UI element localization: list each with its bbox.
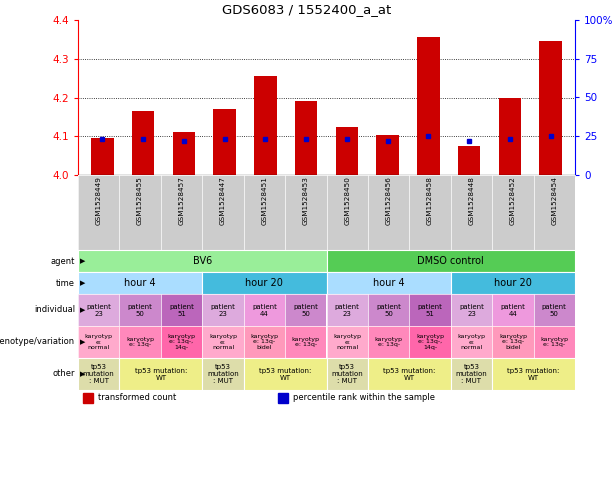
Text: karyotyp
e:
normal: karyotyp e: normal (85, 334, 113, 350)
Text: other: other (53, 369, 75, 379)
Text: GSM1528457: GSM1528457 (178, 176, 185, 226)
Bar (213, 109, 236, 175)
Text: GSM1528458: GSM1528458 (427, 176, 433, 226)
Text: tp53 mutation:
WT: tp53 mutation: WT (135, 368, 187, 381)
Text: GSM1528455: GSM1528455 (137, 176, 143, 226)
Bar (376, 135, 399, 175)
Text: patient
50: patient 50 (294, 303, 318, 316)
Text: patient
23: patient 23 (86, 303, 111, 316)
Text: GSM1528448: GSM1528448 (468, 176, 474, 226)
Text: karyotyp
e: 13q-: karyotyp e: 13q- (375, 337, 403, 347)
Text: karyotyp
e:
normal: karyotyp e: normal (209, 334, 237, 350)
Text: tp53
mutation
: MUT: tp53 mutation : MUT (332, 364, 363, 384)
Text: percentile rank within the sample: percentile rank within the sample (293, 394, 435, 402)
Text: hour 4: hour 4 (124, 278, 156, 288)
Text: hour 4: hour 4 (373, 278, 405, 288)
Bar (458, 146, 480, 175)
Bar (336, 127, 358, 175)
Text: karyotyp
e: 13q-: karyotyp e: 13q- (292, 337, 320, 347)
Text: ▶: ▶ (80, 280, 85, 286)
Text: patient
23: patient 23 (210, 303, 235, 316)
Text: karyotyp
e: 13q-
bidel: karyotyp e: 13q- bidel (250, 334, 278, 350)
Bar (91, 138, 113, 175)
Text: GSM1528451: GSM1528451 (261, 176, 267, 226)
Text: tp53 mutation:
WT: tp53 mutation: WT (383, 368, 435, 381)
Text: time: time (56, 279, 75, 287)
Text: karyotyp
e: 13q-,
14q-: karyotyp e: 13q-, 14q- (416, 334, 444, 350)
Text: individual: individual (34, 306, 75, 314)
Text: tp53
mutation
: MUT: tp53 mutation : MUT (455, 364, 487, 384)
Text: GSM1528452: GSM1528452 (510, 176, 516, 226)
Text: patient
23: patient 23 (459, 303, 484, 316)
Text: ▶: ▶ (80, 307, 85, 313)
Text: agent: agent (50, 256, 75, 266)
Bar (254, 76, 276, 175)
Bar (417, 38, 440, 175)
Text: GSM1528456: GSM1528456 (386, 176, 392, 226)
Text: patient
44: patient 44 (500, 303, 525, 316)
Text: hour 20: hour 20 (494, 278, 532, 288)
Bar (539, 42, 562, 175)
Text: GSM1528450: GSM1528450 (345, 176, 350, 226)
Text: DMSO control: DMSO control (417, 256, 484, 266)
Text: transformed count: transformed count (98, 394, 176, 402)
Text: patient
50: patient 50 (128, 303, 153, 316)
Text: patient
23: patient 23 (335, 303, 360, 316)
Text: patient
50: patient 50 (376, 303, 401, 316)
Text: ▶: ▶ (80, 339, 85, 345)
Text: tp53 mutation:
WT: tp53 mutation: WT (259, 368, 311, 381)
Text: tp53
mutation
: MUT: tp53 mutation : MUT (207, 364, 239, 384)
Text: GSM1528449: GSM1528449 (96, 176, 102, 226)
Bar (295, 101, 318, 175)
Text: GDS6083 / 1552400_a_at: GDS6083 / 1552400_a_at (222, 3, 391, 16)
Text: karyotyp
e:
normal: karyotyp e: normal (457, 334, 485, 350)
Text: patient
44: patient 44 (252, 303, 277, 316)
Text: karyotyp
e: 13q-,
14q-: karyotyp e: 13q-, 14q- (167, 334, 196, 350)
Text: karyotyp
e: 13q-
bidel: karyotyp e: 13q- bidel (499, 334, 527, 350)
Text: karyotyp
e: 13q-: karyotyp e: 13q- (540, 337, 568, 347)
Text: GSM1528447: GSM1528447 (220, 176, 226, 226)
Text: tp53
mutation
: MUT: tp53 mutation : MUT (83, 364, 115, 384)
Text: patient
50: patient 50 (542, 303, 567, 316)
Bar (498, 98, 521, 175)
Text: tp53 mutation:
WT: tp53 mutation: WT (508, 368, 560, 381)
Text: hour 20: hour 20 (245, 278, 283, 288)
Text: patient
51: patient 51 (169, 303, 194, 316)
Text: GSM1528453: GSM1528453 (303, 176, 309, 226)
Text: BV6: BV6 (192, 256, 212, 266)
Text: ▶: ▶ (80, 258, 85, 264)
Text: patient
51: patient 51 (417, 303, 443, 316)
Text: genotype/variation: genotype/variation (0, 338, 75, 346)
Bar (132, 111, 154, 175)
Text: ▶: ▶ (80, 371, 85, 377)
Bar (173, 132, 195, 175)
Text: karyotyp
e:
normal: karyotyp e: normal (333, 334, 361, 350)
Text: karyotyp
e: 13q-: karyotyp e: 13q- (126, 337, 154, 347)
Text: GSM1528454: GSM1528454 (551, 176, 557, 226)
